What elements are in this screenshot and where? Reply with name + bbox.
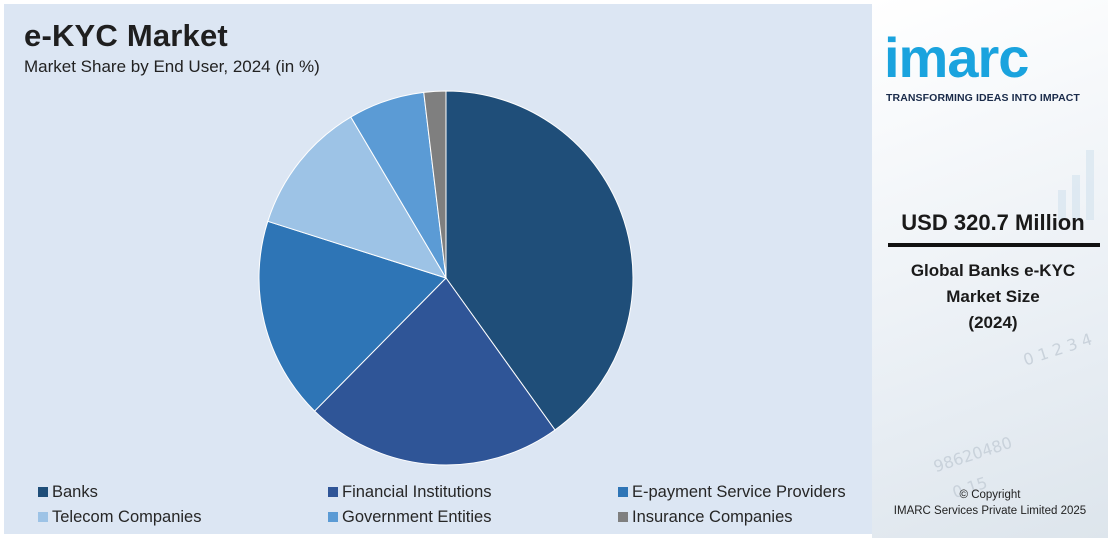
- legend-label: Financial Institutions: [342, 482, 492, 501]
- legend-label: Banks: [52, 482, 98, 501]
- legend-item: E-payment Service Providers: [618, 482, 872, 502]
- copyright-line: © Copyright: [959, 489, 1021, 501]
- legend-item: Banks: [38, 482, 328, 502]
- legend-swatch: [328, 487, 338, 497]
- market-size-label: Global Banks e-KYC Market Size (2024): [886, 258, 1100, 336]
- legend-item: Telecom Companies: [38, 507, 328, 527]
- legend-swatch: [38, 512, 48, 522]
- chart-panel: e-KYC Market Market Share by End User, 2…: [4, 4, 872, 534]
- copyright-notice: © Copyright IMARC Services Private Limit…: [872, 487, 1108, 519]
- decorative-bar: [1086, 150, 1094, 220]
- legend-swatch: [618, 487, 628, 497]
- divider: [888, 243, 1100, 247]
- pie-slice-e-payment-service-providers: [258, 220, 447, 412]
- copyright-line: IMARC Services Private Limited 2025: [893, 505, 1087, 517]
- chart-title: e-KYC Market: [24, 18, 228, 53]
- decorative-bar: [1072, 175, 1080, 220]
- market-label-line: Market Size: [946, 287, 1040, 306]
- legend-item: Government Entities: [328, 507, 618, 527]
- legend-label: Telecom Companies: [52, 507, 202, 526]
- imarc-logo: imarc: [884, 26, 1029, 89]
- pie-slice-insurance-companies: [423, 90, 447, 279]
- pie-slice-financial-institutions: [313, 277, 556, 466]
- pie-chart: [258, 90, 634, 466]
- decorative-digits: 98620480: [931, 432, 1015, 477]
- legend-label: E-payment Service Providers: [632, 482, 846, 501]
- info-sidebar: 0 1 2 3 4 98620480 0.15 imarc TRANSFORMI…: [872, 0, 1108, 538]
- market-label-line: (2024): [968, 313, 1018, 332]
- legend-item: Insurance Companies: [618, 507, 872, 527]
- logo-tagline: TRANSFORMING IDEAS INTO IMPACT: [886, 92, 1080, 104]
- chart-legend: Banks Financial Institutions E-payment Ser…: [38, 482, 872, 527]
- legend-swatch: [328, 512, 338, 522]
- pie-slice-banks: [445, 90, 634, 431]
- legend-swatch: [618, 512, 628, 522]
- legend-label: Government Entities: [342, 507, 492, 526]
- chart-subtitle: Market Share by End User, 2024 (in %): [24, 57, 320, 76]
- legend-label: Insurance Companies: [632, 507, 793, 526]
- decorative-bar: [1058, 190, 1066, 220]
- market-label-line: Global Banks e-KYC: [910, 261, 1076, 280]
- pie-slice-telecom-companies: [267, 116, 448, 279]
- legend-swatch: [38, 487, 48, 497]
- market-size-value: USD 320.7 Million: [901, 210, 1085, 235]
- legend-item: Financial Institutions: [328, 482, 618, 502]
